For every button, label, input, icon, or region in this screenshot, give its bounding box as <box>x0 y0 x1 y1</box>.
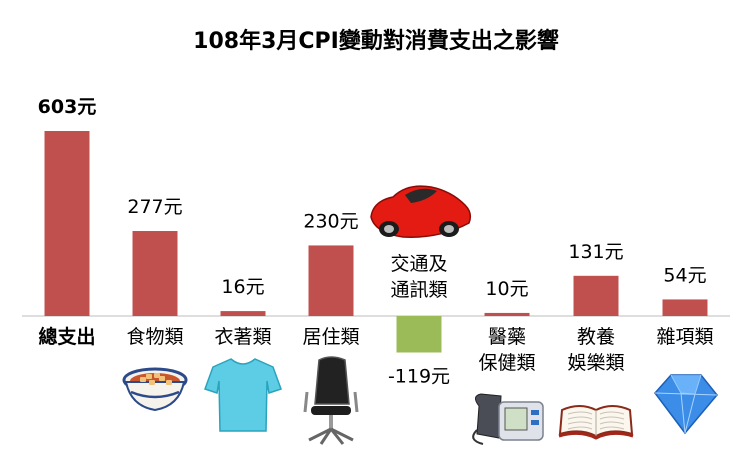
category-label-4: 交通及通訊類 <box>390 253 447 301</box>
value-label-1: 277元 <box>127 196 182 218</box>
bar-0 <box>44 131 90 316</box>
value-label-7: 54元 <box>663 264 706 286</box>
soup-bowl-icon <box>122 367 188 412</box>
bar-6 <box>573 275 619 316</box>
blue-diamond-icon <box>654 374 718 435</box>
bar-5 <box>484 312 530 316</box>
value-label-6: 131元 <box>568 241 623 263</box>
category-label-5: 醫藥保健類 <box>478 326 535 374</box>
category-label-6: 教養娛樂類 <box>567 326 624 374</box>
bar-3 <box>308 245 354 316</box>
bar-7 <box>662 299 708 316</box>
bar-2 <box>220 311 266 316</box>
bar-1 <box>132 231 178 316</box>
value-label-4: -119元 <box>388 366 450 388</box>
category-label-7: 雜項類 <box>656 326 713 348</box>
red-sports-car-icon <box>370 185 472 238</box>
value-label-3: 230元 <box>303 210 358 232</box>
blood-pressure-monitor-icon <box>472 393 544 445</box>
value-label-2: 16元 <box>221 276 264 298</box>
t-shirt-icon <box>204 358 282 432</box>
value-label-5: 10元 <box>485 278 528 300</box>
bar-4 <box>396 316 442 353</box>
open-book-icon <box>558 405 634 440</box>
chart-title: 108年3月CPI變動對消費支出之影響 <box>193 28 559 54</box>
category-label-1: 食物類 <box>126 326 183 348</box>
category-label-2: 衣著類 <box>214 326 271 348</box>
category-label-0: 總支出 <box>38 325 95 348</box>
value-label-0: 603元 <box>38 96 97 118</box>
office-chair-icon <box>303 356 359 445</box>
category-label-3: 居住類 <box>302 326 359 348</box>
